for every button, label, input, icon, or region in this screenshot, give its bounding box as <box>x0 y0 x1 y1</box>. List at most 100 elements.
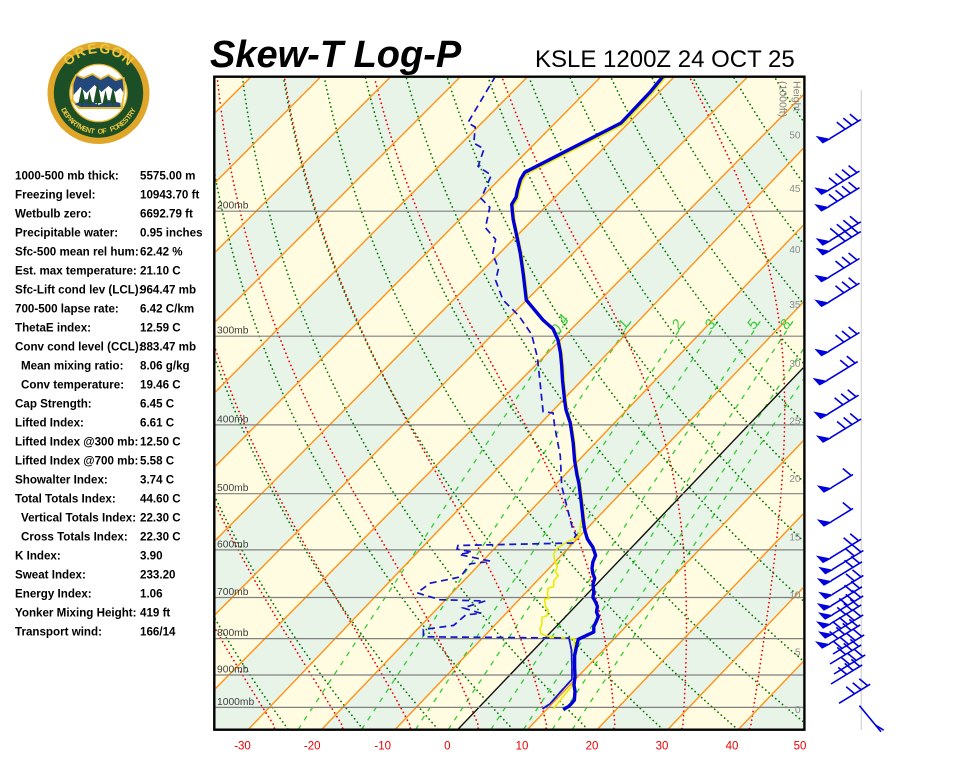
svg-text:S: S <box>121 115 131 125</box>
svg-text:5: 5 <box>795 648 801 659</box>
svg-text:Conv temperature:: Conv temperature: <box>21 379 124 392</box>
svg-text:25: 25 <box>789 416 801 427</box>
svg-text:Transport wind:: Transport wind: <box>15 626 102 639</box>
svg-text:(1000ft): (1000ft) <box>777 81 789 117</box>
svg-text:6692.79 ft: 6692.79 ft <box>140 208 193 221</box>
svg-text:Yonker Mixing Height:: Yonker Mixing Height: <box>15 607 137 620</box>
svg-text:0.95 inches: 0.95 inches <box>140 227 203 240</box>
svg-text:-20: -20 <box>304 741 321 753</box>
svg-text:R: R <box>115 119 125 130</box>
svg-text:0: 0 <box>795 705 801 716</box>
svg-text:3.74 C: 3.74 C <box>140 474 175 487</box>
svg-text:233.20: 233.20 <box>140 569 175 582</box>
svg-text:30: 30 <box>789 359 801 370</box>
svg-text:G: G <box>98 40 111 57</box>
svg-text:Energy Index:: Energy Index: <box>15 588 92 601</box>
svg-text:O: O <box>111 122 120 133</box>
svg-text:Freezing level:: Freezing level: <box>15 189 96 202</box>
svg-text:F: F <box>102 126 108 136</box>
svg-text:Est. max temperature:: Est. max temperature: <box>15 265 137 278</box>
svg-text:5575.00 m: 5575.00 m <box>140 170 195 183</box>
svg-text:Cross Totals Index:: Cross Totals Index: <box>21 531 128 544</box>
svg-text:A: A <box>66 115 76 125</box>
svg-text:M: M <box>76 122 85 133</box>
svg-text:20: 20 <box>789 474 801 485</box>
svg-text:44.60 C: 44.60 C <box>140 493 181 506</box>
svg-text:300mb: 300mb <box>217 326 249 337</box>
svg-text:Precipitable water:: Precipitable water: <box>15 227 118 240</box>
svg-text:35: 35 <box>789 300 801 311</box>
svg-text:Sfc-Lift cond lev (LCL):: Sfc-Lift cond lev (LCL): <box>15 284 143 297</box>
svg-text:400mb: 400mb <box>217 414 249 425</box>
svg-text:5.58 C: 5.58 C <box>140 455 175 468</box>
svg-text:E: E <box>118 118 128 128</box>
svg-text:166/14: 166/14 <box>140 626 176 639</box>
svg-text:Height: Height <box>791 81 803 111</box>
svg-text:Mean mixing ratio:: Mean mixing ratio: <box>21 360 123 373</box>
svg-text:19.46 C: 19.46 C <box>140 379 181 392</box>
svg-text:D: D <box>59 106 69 115</box>
svg-text:1000-500 mb thick:: 1000-500 mb thick: <box>15 170 119 183</box>
svg-text:45: 45 <box>789 184 801 195</box>
svg-text:R: R <box>70 118 80 129</box>
svg-text:Vertical Totals Index:: Vertical Totals Index: <box>21 512 136 525</box>
svg-text:900mb: 900mb <box>217 665 249 676</box>
svg-text:3.90: 3.90 <box>140 550 163 563</box>
svg-text:20: 20 <box>586 741 599 753</box>
svg-text:K Index:: K Index: <box>15 550 61 563</box>
svg-text:E: E <box>61 109 71 118</box>
svg-text:0: 0 <box>444 741 450 753</box>
svg-text:12.59 C: 12.59 C <box>140 322 181 335</box>
svg-text:E: E <box>86 40 98 57</box>
svg-text:6.61 C: 6.61 C <box>140 417 175 430</box>
svg-text:883.47 mb: 883.47 mb <box>140 341 196 354</box>
svg-text:-10: -10 <box>374 741 391 753</box>
svg-text:Lifted Index:: Lifted Index: <box>15 417 84 430</box>
svg-text:700mb: 700mb <box>217 587 249 598</box>
svg-text:50: 50 <box>794 741 807 753</box>
svg-text:6.45 C: 6.45 C <box>140 398 175 411</box>
svg-text:Sfc-500 mean rel hum:: Sfc-500 mean rel hum: <box>15 246 139 259</box>
svg-text:Y: Y <box>128 106 138 115</box>
svg-text:F: F <box>109 124 117 134</box>
svg-text:21.10 C: 21.10 C <box>140 265 181 278</box>
svg-text:8.06 g/kg: 8.06 g/kg <box>140 360 190 373</box>
svg-text:800mb: 800mb <box>217 628 249 639</box>
svg-text:10943.70 ft: 10943.70 ft <box>140 189 199 202</box>
svg-text:600mb: 600mb <box>217 539 249 550</box>
svg-text:T: T <box>73 120 82 130</box>
svg-text:22.30 C: 22.30 C <box>140 512 181 525</box>
svg-text:200mb: 200mb <box>217 201 249 212</box>
svg-text:10: 10 <box>516 741 529 753</box>
svg-text:1.06: 1.06 <box>140 588 163 601</box>
svg-text:Conv cond level (CCL):: Conv cond level (CCL): <box>15 341 143 354</box>
svg-text:Skew-T Log-P: Skew-T Log-P <box>210 34 462 76</box>
svg-text:Showalter Index:: Showalter Index: <box>15 474 108 487</box>
svg-text:419 ft: 419 ft <box>140 607 170 620</box>
svg-text:1000mb: 1000mb <box>217 697 254 708</box>
svg-text:50: 50 <box>789 131 801 142</box>
svg-text:-30: -30 <box>234 741 251 753</box>
svg-text:Sweat Index:: Sweat Index: <box>15 569 86 582</box>
svg-text:500mb: 500mb <box>217 483 249 494</box>
svg-text:22.30 C: 22.30 C <box>140 531 181 544</box>
svg-text:6.42 C/km: 6.42 C/km <box>140 303 194 316</box>
svg-text:12.50 C: 12.50 C <box>140 436 181 449</box>
svg-text:15: 15 <box>789 533 801 544</box>
svg-text:Cap Strength:: Cap Strength: <box>15 398 92 411</box>
svg-text:T: T <box>123 112 133 122</box>
svg-text:KSLE 1200Z 24 OCT 25: KSLE 1200Z 24 OCT 25 <box>535 46 795 73</box>
svg-text:Lifted Index @300 mb:: Lifted Index @300 mb: <box>15 436 138 449</box>
svg-text:E: E <box>81 124 89 134</box>
svg-text:T: T <box>90 126 96 136</box>
svg-text:700-500 lapse rate:: 700-500 lapse rate: <box>15 303 119 316</box>
svg-text:40: 40 <box>726 741 739 753</box>
svg-text:O: O <box>97 127 103 136</box>
svg-text:Total Totals Index:: Total Totals Index: <box>15 493 116 506</box>
svg-text:Wetbulb zero:: Wetbulb zero: <box>15 208 91 221</box>
svg-text:N: N <box>85 125 92 135</box>
svg-text:R: R <box>125 109 136 119</box>
svg-text:Lifted Index @700 mb:: Lifted Index @700 mb: <box>15 455 138 468</box>
svg-text:10: 10 <box>789 591 801 602</box>
svg-text:30: 30 <box>656 741 669 753</box>
